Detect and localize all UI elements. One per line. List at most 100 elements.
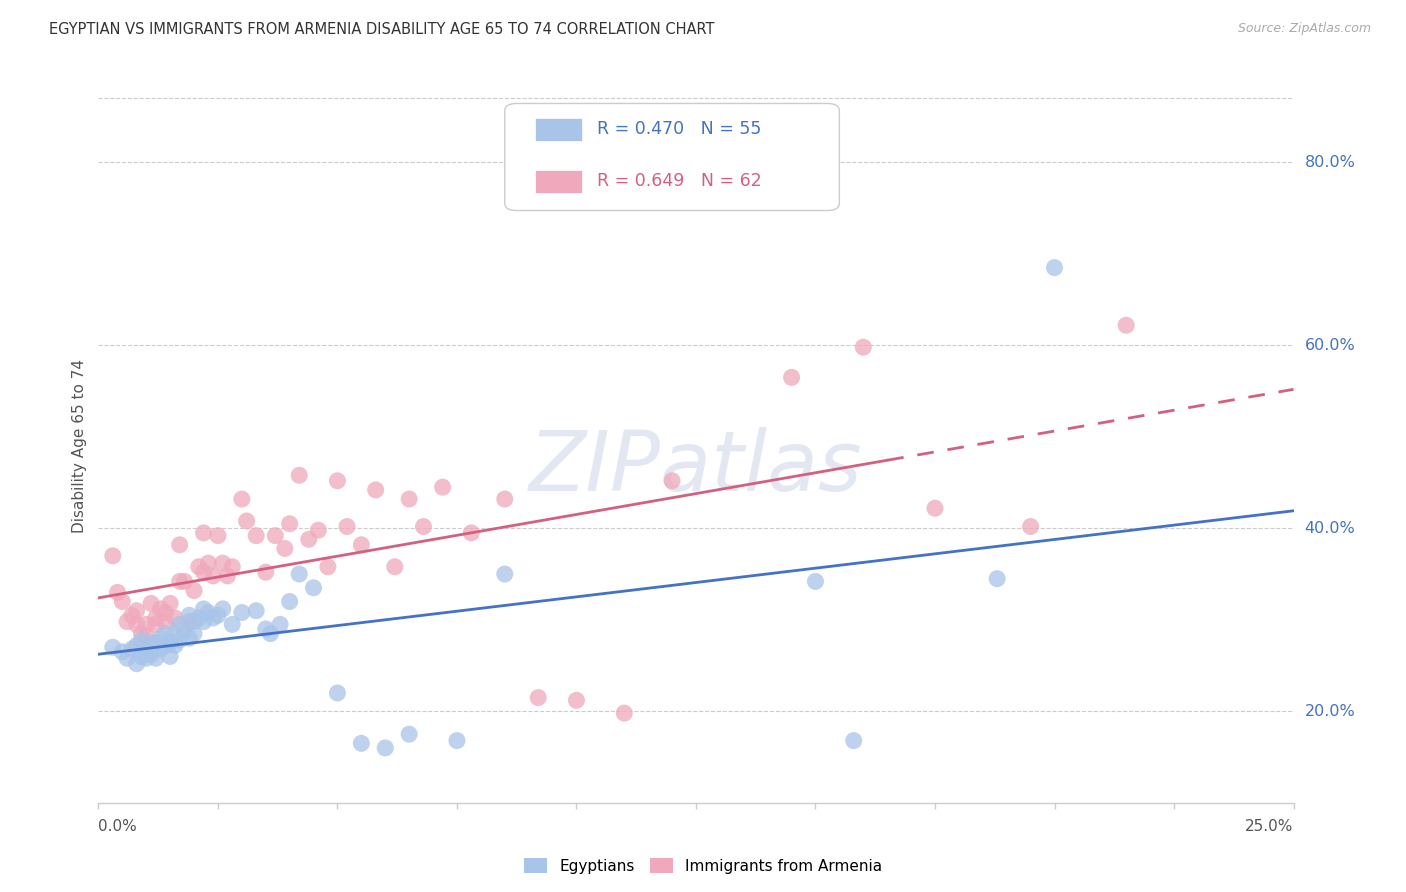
Point <box>101 640 124 655</box>
Point <box>149 631 172 645</box>
Point <box>398 491 420 506</box>
Point <box>852 340 875 354</box>
Text: R = 0.470   N = 55: R = 0.470 N = 55 <box>596 120 761 138</box>
Point <box>217 569 239 583</box>
Point <box>125 617 148 632</box>
Point <box>163 611 186 625</box>
Point <box>149 642 172 657</box>
Point <box>179 608 201 623</box>
Point <box>111 594 134 608</box>
Point <box>278 516 301 531</box>
Point <box>135 617 157 632</box>
Point <box>121 642 143 657</box>
Point <box>115 615 138 629</box>
Text: Source: ZipAtlas.com: Source: ZipAtlas.com <box>1237 22 1371 36</box>
Point <box>494 491 516 506</box>
Point <box>302 581 325 595</box>
Point <box>245 604 267 618</box>
Text: 80.0%: 80.0% <box>1305 155 1355 169</box>
Point <box>235 514 257 528</box>
Point <box>155 606 177 620</box>
Point <box>173 574 195 589</box>
Point <box>179 631 201 645</box>
Point <box>278 594 301 608</box>
Text: 0.0%: 0.0% <box>98 819 138 834</box>
Point <box>159 636 181 650</box>
Point <box>924 501 946 516</box>
Point <box>221 617 243 632</box>
Point <box>350 538 373 552</box>
Point <box>125 604 148 618</box>
Point <box>145 651 167 665</box>
Point <box>135 642 157 657</box>
Point <box>374 740 396 755</box>
Point <box>494 567 516 582</box>
Point <box>326 686 349 700</box>
Y-axis label: Disability Age 65 to 74: Disability Age 65 to 74 <box>72 359 87 533</box>
Point <box>193 615 215 629</box>
Point <box>231 491 253 506</box>
Point <box>179 615 201 629</box>
Point <box>207 608 229 623</box>
Point <box>139 596 162 610</box>
Point <box>193 566 215 580</box>
Point <box>163 639 186 653</box>
Point <box>221 559 243 574</box>
Point <box>269 617 291 632</box>
Point <box>307 523 329 537</box>
Point <box>131 632 153 647</box>
Point <box>254 566 277 580</box>
Point <box>169 617 191 632</box>
Point <box>207 529 229 543</box>
Point <box>245 529 267 543</box>
Point <box>131 649 153 664</box>
Point <box>183 626 205 640</box>
Point <box>288 567 311 582</box>
Point <box>264 529 287 543</box>
Point <box>149 602 172 616</box>
Point <box>125 657 148 671</box>
Point <box>173 624 195 638</box>
Point <box>1043 260 1066 275</box>
Point <box>187 611 209 625</box>
Text: 40.0%: 40.0% <box>1305 521 1355 536</box>
Point <box>187 559 209 574</box>
Point <box>202 569 225 583</box>
FancyBboxPatch shape <box>505 103 839 211</box>
Point <box>121 608 143 623</box>
Point <box>125 639 148 653</box>
Point <box>183 583 205 598</box>
Point <box>527 690 550 705</box>
Point <box>139 648 162 662</box>
FancyBboxPatch shape <box>534 169 582 193</box>
Point <box>107 585 129 599</box>
Point <box>446 733 468 747</box>
Point <box>460 525 482 540</box>
Point <box>131 626 153 640</box>
Point <box>298 533 321 547</box>
Point <box>350 736 373 750</box>
Point <box>259 626 281 640</box>
Point <box>336 519 359 533</box>
Point <box>412 519 434 533</box>
Point <box>316 559 339 574</box>
Point <box>1115 318 1137 333</box>
Point <box>159 649 181 664</box>
Point <box>432 480 454 494</box>
Point <box>197 556 219 570</box>
Point <box>155 639 177 653</box>
Point <box>111 645 134 659</box>
Point <box>193 525 215 540</box>
Point <box>231 606 253 620</box>
Point <box>254 622 277 636</box>
Point <box>169 574 191 589</box>
Text: EGYPTIAN VS IMMIGRANTS FROM ARMENIA DISABILITY AGE 65 TO 74 CORRELATION CHART: EGYPTIAN VS IMMIGRANTS FROM ARMENIA DISA… <box>49 22 714 37</box>
Point <box>384 559 406 574</box>
Point <box>804 574 827 589</box>
Point <box>274 541 297 556</box>
Point <box>159 596 181 610</box>
Point <box>211 602 233 616</box>
Point <box>842 733 865 747</box>
FancyBboxPatch shape <box>534 118 582 141</box>
Legend: Egyptians, Immigrants from Armenia: Egyptians, Immigrants from Armenia <box>517 852 889 880</box>
